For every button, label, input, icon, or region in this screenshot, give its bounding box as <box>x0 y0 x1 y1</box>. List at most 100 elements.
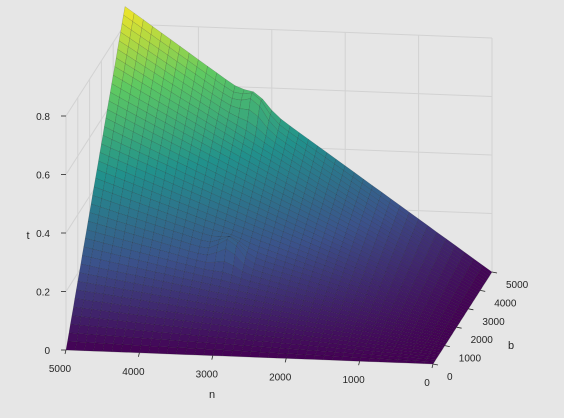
surface-face <box>192 130 204 144</box>
surface-face <box>442 328 454 335</box>
surface-face <box>289 275 301 284</box>
surface-face <box>111 343 123 353</box>
surface-face <box>315 223 327 234</box>
surface-face <box>131 337 143 346</box>
surface-face <box>316 346 328 352</box>
surface-face <box>235 333 247 341</box>
surface-face <box>133 226 145 238</box>
surface-face <box>232 344 244 352</box>
surface-face <box>169 142 181 156</box>
surface-face <box>396 293 408 301</box>
surface-face <box>307 248 319 258</box>
surface-face <box>270 309 282 317</box>
surface-face <box>405 272 417 282</box>
surface-face <box>287 171 299 184</box>
surface-face <box>159 242 171 253</box>
surface-face <box>373 243 385 253</box>
surface-face <box>243 339 255 347</box>
surface-face <box>394 272 406 281</box>
surface-face <box>169 290 181 300</box>
surface-face <box>297 314 309 322</box>
surface-face <box>230 350 243 357</box>
surface-face <box>292 265 304 274</box>
surface-face <box>132 329 145 339</box>
surface-face <box>421 309 433 317</box>
surface-face <box>322 355 334 361</box>
surface-face <box>198 329 210 337</box>
surface-face <box>390 256 402 266</box>
surface-face <box>151 331 163 340</box>
surface-face <box>126 102 139 117</box>
surface-face <box>448 319 460 326</box>
surface-face <box>307 345 319 352</box>
surface-face <box>71 306 83 317</box>
surface-face <box>414 252 426 262</box>
surface-face <box>379 355 391 360</box>
surface-face <box>267 352 279 359</box>
surface-face <box>450 251 462 261</box>
surface-face <box>445 324 457 330</box>
surface-face <box>290 308 302 316</box>
surface-face <box>345 344 357 350</box>
surface-face <box>276 352 288 359</box>
surface-face <box>316 218 328 229</box>
surface-face <box>361 275 373 284</box>
surface-face <box>328 338 340 345</box>
surface-face <box>168 339 180 348</box>
surface-face <box>253 334 265 342</box>
surface-face <box>338 250 350 260</box>
surface-face <box>73 298 85 309</box>
surface-face <box>404 341 417 347</box>
surface-face <box>239 150 252 163</box>
surface-face <box>201 275 213 285</box>
surface-face <box>143 323 155 332</box>
surface-face <box>65 341 77 351</box>
surface-face <box>213 261 225 273</box>
surface-face <box>464 271 476 281</box>
surface-face <box>274 221 286 233</box>
surface-face <box>270 342 282 349</box>
surface-face <box>253 135 265 150</box>
surface-face <box>149 338 161 347</box>
surface-face <box>145 112 157 126</box>
surface-face <box>331 302 343 310</box>
surface-face <box>377 314 389 321</box>
surface-face <box>171 230 184 242</box>
surface-face <box>400 350 412 355</box>
surface-face <box>180 187 192 200</box>
surface-face <box>365 233 377 244</box>
surface-face <box>119 304 131 315</box>
surface-face <box>134 322 146 332</box>
surface-face <box>127 155 139 169</box>
z-tick-label: 0.2 <box>36 288 50 299</box>
surface-face <box>426 225 438 236</box>
surface-face <box>223 343 235 351</box>
surface-face <box>96 326 108 336</box>
surface-face <box>397 356 409 361</box>
surface-face <box>335 289 347 298</box>
surface-face <box>364 267 376 276</box>
surface-face <box>212 349 224 357</box>
surface-face <box>327 282 340 291</box>
surface-face <box>244 333 256 341</box>
surface-face <box>454 309 466 316</box>
surface-face <box>425 300 437 308</box>
surface-face <box>131 290 143 301</box>
surface-face <box>391 279 403 287</box>
surface-face <box>470 282 482 291</box>
surface-face <box>224 337 236 346</box>
surface-face <box>405 359 417 364</box>
surface-face <box>386 236 398 246</box>
surface-face <box>120 80 132 95</box>
surface-face <box>200 188 212 201</box>
surface-face <box>180 327 192 336</box>
surface-face <box>215 298 227 308</box>
surface-face <box>448 300 460 308</box>
surface-face <box>445 285 457 293</box>
surface-face <box>239 315 251 324</box>
surface-face <box>377 230 389 241</box>
surface-face <box>418 242 430 252</box>
surface-face <box>375 204 387 216</box>
surface-face <box>382 348 394 354</box>
surface-face <box>116 160 128 173</box>
